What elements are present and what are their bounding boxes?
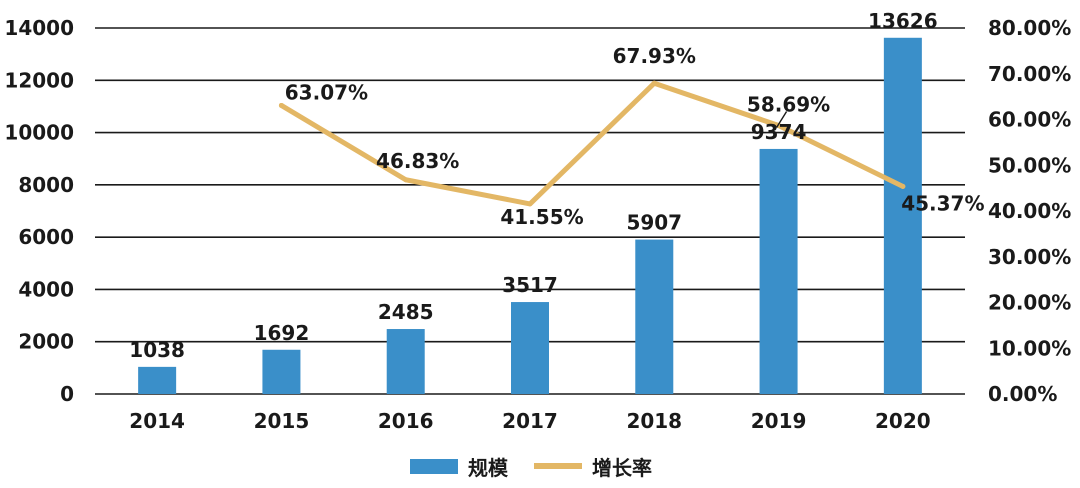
left-axis-tick-label: 2000 <box>18 330 74 354</box>
bar-value-label: 2485 <box>378 300 434 324</box>
x-axis-tick-label: 2015 <box>254 409 310 433</box>
growth-point <box>527 201 533 207</box>
left-axis-tick-label: 0 <box>60 382 74 406</box>
legend-item-growth: 增长率 <box>534 452 652 481</box>
right-axis-tick-label: 80.00% <box>988 16 1071 40</box>
growth-value-label: 67.93% <box>613 44 696 68</box>
bar <box>759 148 798 394</box>
left-axis-tick-label: 8000 <box>18 173 74 197</box>
left-axis-tick-label: 6000 <box>18 225 74 249</box>
right-axis-tick-label: 70.00% <box>988 62 1071 86</box>
right-axis-tick-label: 0.00% <box>988 382 1057 406</box>
right-axis-tick-label: 50.00% <box>988 153 1071 177</box>
bar <box>511 302 549 394</box>
x-axis-tick-label: 2017 <box>502 409 558 433</box>
left-axis-tick-label: 12000 <box>4 68 74 92</box>
growth-value-label: 46.83% <box>376 149 459 173</box>
growth-value-label: 41.55% <box>500 205 583 229</box>
bar <box>262 349 301 394</box>
gridlines <box>95 27 965 395</box>
x-axis-tick-label: 2018 <box>626 409 682 433</box>
right-axis-tick-label: 60.00% <box>988 108 1071 132</box>
legend-item-scale: 规模 <box>410 452 508 481</box>
left-axis-tick-label: 10000 <box>4 121 74 145</box>
right-axis-tick-label: 10.00% <box>988 336 1071 360</box>
legend-label-growth: 增长率 <box>592 455 652 480</box>
right-axis-tick-label: 20.00% <box>988 291 1071 315</box>
growth-point <box>651 80 657 86</box>
x-axis-tick-label: 2014 <box>129 409 185 433</box>
left-axis-tick-label: 14000 <box>4 16 74 40</box>
bar-value-label: 13626 <box>868 9 938 33</box>
growth-value-label: 63.07% <box>285 80 368 104</box>
right-axis-tick-label: 30.00% <box>988 245 1071 269</box>
label-leader-line <box>775 111 788 128</box>
bar <box>138 366 177 394</box>
legend-label-scale: 规模 <box>468 455 508 480</box>
growth-point <box>403 177 409 183</box>
growth-point <box>278 102 284 108</box>
left-axis-labels: 0 2000 4000 6000 8000 10000 12000 14000 <box>4 16 74 406</box>
growth-value-label: 58.69% <box>747 92 830 116</box>
bar <box>386 329 425 394</box>
x-axis-tick-label: 2019 <box>751 409 807 433</box>
x-axis-tick-label: 2020 <box>875 409 931 433</box>
bar-value-label: 1692 <box>254 321 310 345</box>
legend-swatch-line <box>534 463 582 469</box>
bar <box>635 239 674 394</box>
right-axis-tick-label: 40.00% <box>988 199 1071 223</box>
growth-value-label: 45.37% <box>901 191 984 215</box>
line-data-labels: 63.07% 46.83% 41.55% 67.93% 58.69% 45.37% <box>285 44 985 229</box>
x-axis-tick-label: 2016 <box>378 409 434 433</box>
bar-value-label: 1038 <box>129 338 185 362</box>
bar-value-label: 5907 <box>626 211 682 235</box>
growth-line <box>278 80 906 207</box>
legend-swatch-bar <box>410 458 458 474</box>
bar <box>883 37 922 394</box>
left-axis-tick-label: 4000 <box>18 277 74 301</box>
x-axis-labels: 2014 2015 2016 2017 2018 2019 2020 <box>129 409 930 433</box>
bar-value-label: 3517 <box>502 273 558 297</box>
growth-point <box>900 183 906 189</box>
legend: 规模 增长率 <box>410 452 678 480</box>
bar-series <box>138 37 922 394</box>
right-axis-labels: 0.00% 10.00% 20.00% 30.00% 40.00% 50.00% 60.00… <box>988 16 1071 406</box>
